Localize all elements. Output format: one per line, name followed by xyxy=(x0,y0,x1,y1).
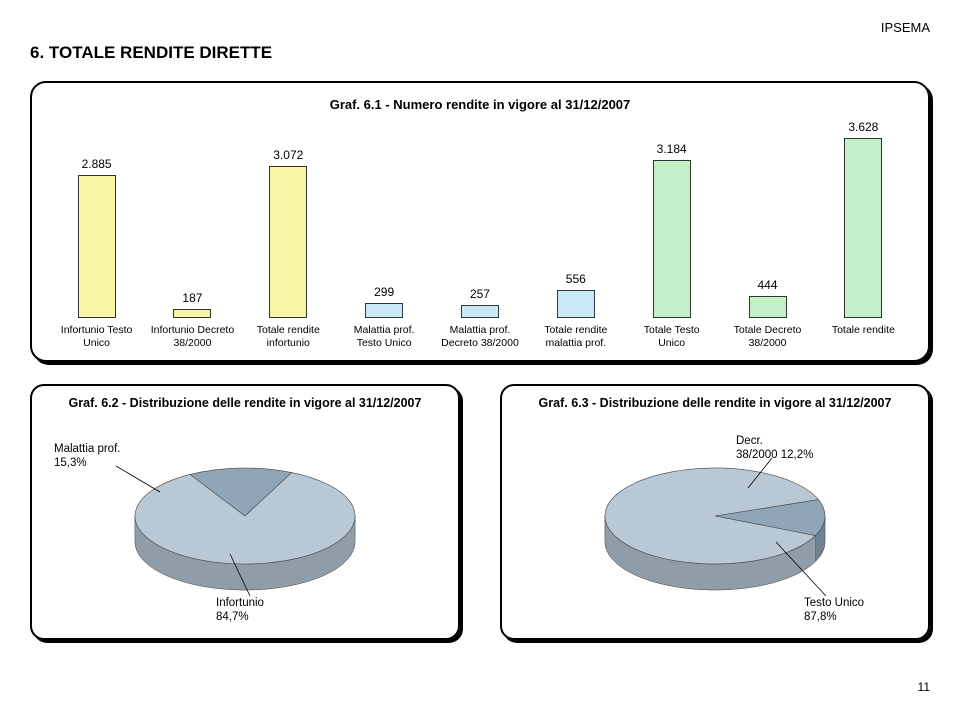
bar-value: 3.184 xyxy=(657,142,687,156)
bar-value: 2.885 xyxy=(82,157,112,171)
bar-slot: 3.628 xyxy=(821,120,906,318)
pie-label: Malattia prof.15,3% xyxy=(54,442,120,471)
bar xyxy=(557,290,595,318)
bar-value: 3.628 xyxy=(848,120,878,134)
bar-chart-title: Graf. 6.1 - Numero rendite in vigore al … xyxy=(50,97,910,112)
bar-value: 299 xyxy=(374,285,394,299)
bar-slot: 257 xyxy=(437,287,522,318)
pie-row: Graf. 6.2 - Distribuzione delle rendite … xyxy=(30,384,930,640)
pie-label: Infortunio84,7% xyxy=(216,596,264,625)
bar-value: 556 xyxy=(566,272,586,286)
bar-chart-panel: Graf. 6.1 - Numero rendite in vigore al … xyxy=(30,81,930,362)
bar-value: 444 xyxy=(757,278,777,292)
bar-chart-labels: Infortunio Testo Unico Infortunio Decreto… xyxy=(50,318,910,350)
bar-slot: 2.885 xyxy=(54,157,139,318)
pie-left-title: Graf. 6.2 - Distribuzione delle rendite … xyxy=(46,396,444,412)
pie-svg xyxy=(516,424,914,614)
pie-left-panel: Graf. 6.2 - Distribuzione delle rendite … xyxy=(30,384,460,640)
bar-slot: 3.072 xyxy=(246,148,331,318)
bar xyxy=(269,166,307,318)
bar xyxy=(844,138,882,318)
pie-right-title: Graf. 6.3 - Distribuzione delle rendite … xyxy=(516,396,914,412)
bar-label: Totale rendite infortunio xyxy=(246,324,331,350)
bar-label: Malattia prof. Decreto 38/2000 xyxy=(437,324,522,350)
bar-slot: 3.184 xyxy=(629,142,714,318)
bar xyxy=(749,296,787,318)
bar-slot: 187 xyxy=(150,291,235,318)
bar xyxy=(653,160,691,318)
bar-slot: 444 xyxy=(725,278,810,318)
bar-chart-area: 2.8851873.0722992575563.1844443.628 xyxy=(50,138,910,318)
bar-slot: 299 xyxy=(342,285,427,318)
bar-label: Malattia prof. Testo Unico xyxy=(342,324,427,350)
bar xyxy=(461,305,499,318)
bar-label: Totale Decreto 38/2000 xyxy=(725,324,810,350)
section-title: 6. TOTALE RENDITE DIRETTE xyxy=(30,43,930,63)
org-header: IPSEMA xyxy=(30,20,930,35)
pie-label: Decr.38/2000 12,2% xyxy=(736,434,813,463)
bar-label: Infortunio Testo Unico xyxy=(54,324,139,350)
bar xyxy=(365,303,403,318)
bar-slot: 556 xyxy=(533,272,618,318)
pie-right-area: Decr.38/2000 12,2%Testo Unico87,8% xyxy=(516,424,914,614)
pie-right-panel: Graf. 6.3 - Distribuzione delle rendite … xyxy=(500,384,930,640)
bar-value: 257 xyxy=(470,287,490,301)
bar-label: Totale rendite xyxy=(821,324,906,350)
bar-label: Totale rendite malattia prof. xyxy=(533,324,618,350)
bar-label: Totale Testo Unico xyxy=(629,324,714,350)
pie-label: Testo Unico87,8% xyxy=(804,596,864,625)
page-number: 11 xyxy=(30,680,930,694)
bar xyxy=(78,175,116,318)
bar-value: 3.072 xyxy=(273,148,303,162)
pie-left-area: Malattia prof.15,3%Infortunio84,7% xyxy=(46,424,444,614)
bar xyxy=(173,309,211,318)
bar-value: 187 xyxy=(182,291,202,305)
bar-label: Infortunio Decreto 38/2000 xyxy=(150,324,235,350)
